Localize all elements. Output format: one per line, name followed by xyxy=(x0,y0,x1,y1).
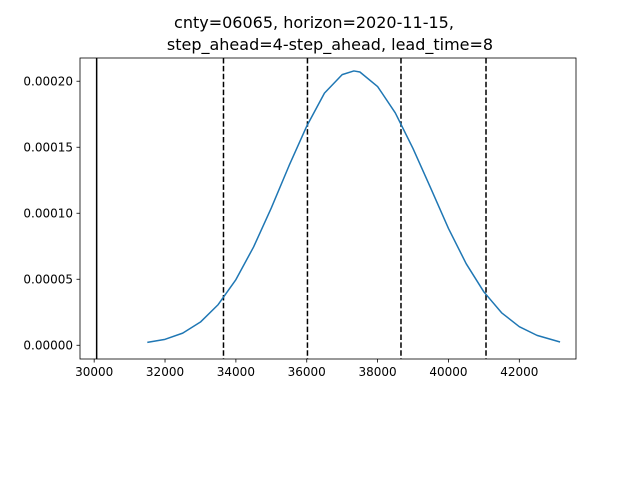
chart-title-line-2: step_ahead=4-step_ahead, lead_time=8 xyxy=(167,35,493,55)
y-tick-label-3: 0.00015 xyxy=(23,141,73,155)
density-curve-0 xyxy=(147,70,561,344)
x-tick-label-1: 32000 xyxy=(146,365,184,379)
chart-title-line-1: cnty=06065, horizon=2020-11-15, xyxy=(174,13,454,32)
axes: 30000 32000 34000 36000 38000 40000 42000 0.000… xyxy=(23,57,577,379)
y-tick-label-2: 0.00010 xyxy=(23,207,73,221)
x-tick-label-5: 40000 xyxy=(429,365,467,379)
y-tick-label-1: 0.00005 xyxy=(23,273,73,287)
x-tick-label-0: 30000 xyxy=(75,365,113,379)
x-tick-label-2: 34000 xyxy=(217,365,255,379)
y-tick-label-4: 0.00020 xyxy=(23,75,73,89)
axes-frame xyxy=(79,57,577,360)
x-tick-label-3: 36000 xyxy=(288,365,326,379)
x-tick-label-6: 42000 xyxy=(500,365,538,379)
x-tick-label-4: 38000 xyxy=(359,365,397,379)
y-tick-label-0: 0.00000 xyxy=(23,339,73,353)
plot-area xyxy=(95,58,561,359)
